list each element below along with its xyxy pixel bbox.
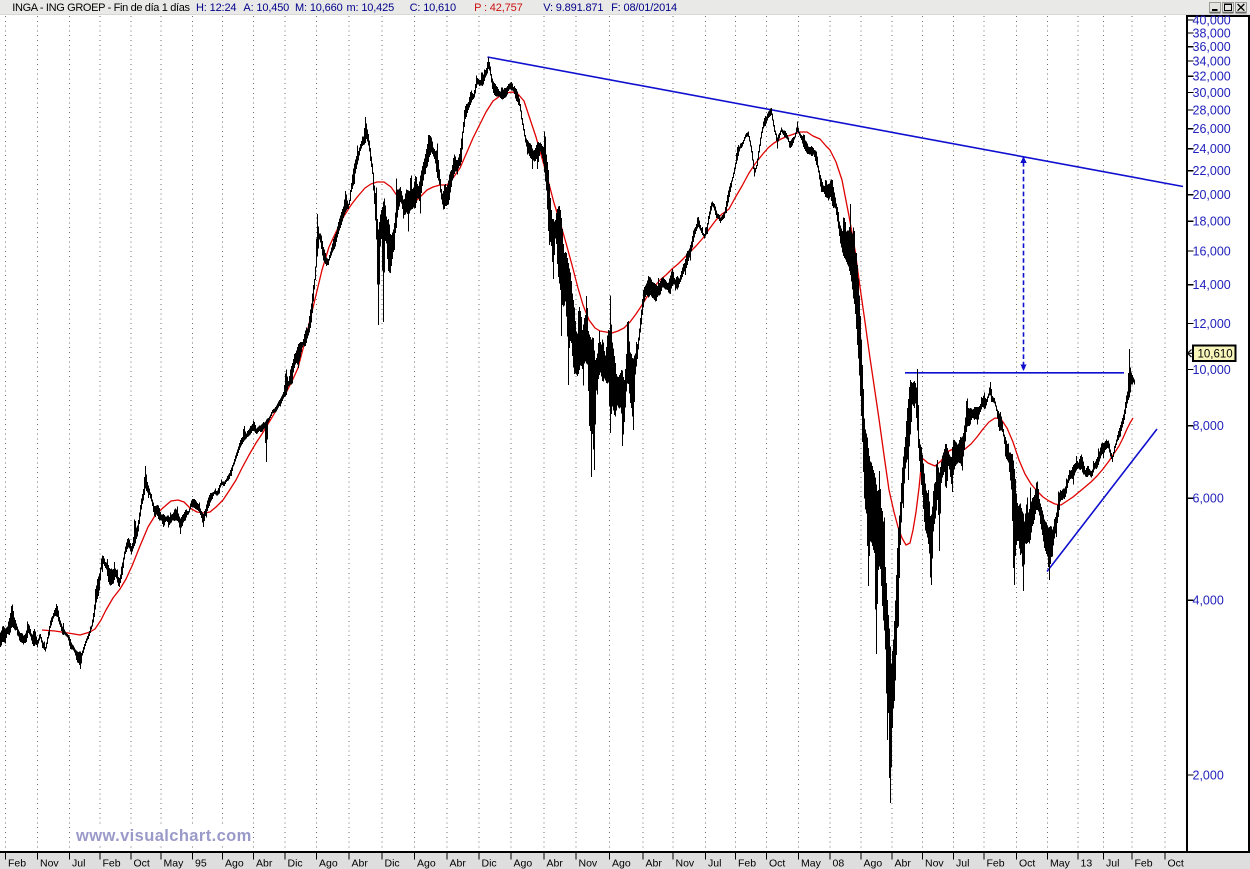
svg-text:Jul: Jul xyxy=(708,858,721,869)
svg-text:Ago: Ago xyxy=(417,858,436,869)
svg-text:Oct: Oct xyxy=(1019,858,1035,869)
svg-text:6,000: 6,000 xyxy=(1193,492,1224,506)
svg-text:18,000: 18,000 xyxy=(1193,215,1231,229)
svg-text:10,610: 10,610 xyxy=(1198,349,1233,361)
svg-text:M: 10,660: M: 10,660 xyxy=(295,2,343,14)
svg-text:Ago: Ago xyxy=(319,858,338,869)
svg-text:14,000: 14,000 xyxy=(1193,278,1231,292)
svg-text:40,000: 40,000 xyxy=(1193,13,1231,27)
svg-text:V: 9.891.871: V: 9.891.871 xyxy=(543,2,603,14)
svg-text:Abr: Abr xyxy=(352,858,369,869)
svg-text:Ago: Ago xyxy=(225,858,244,869)
svg-text:26,000: 26,000 xyxy=(1193,122,1231,136)
svg-text:Nov: Nov xyxy=(925,858,944,869)
svg-text:Abr: Abr xyxy=(256,858,273,869)
svg-text:Oct: Oct xyxy=(769,858,785,869)
svg-text:C: 10,610: C: 10,610 xyxy=(410,2,456,14)
svg-text:16,000: 16,000 xyxy=(1193,244,1231,258)
svg-text:Ago: Ago xyxy=(864,858,883,869)
svg-text:2,000: 2,000 xyxy=(1193,768,1224,782)
svg-text:38,000: 38,000 xyxy=(1193,26,1231,40)
svg-text:Ago: Ago xyxy=(514,858,533,869)
svg-text:Jul: Jul xyxy=(72,858,85,869)
svg-text:P : 42,757: P : 42,757 xyxy=(474,2,522,14)
svg-text:34,000: 34,000 xyxy=(1193,54,1231,68)
svg-text:Ago: Ago xyxy=(612,858,631,869)
svg-text:May: May xyxy=(1050,858,1071,869)
svg-text:Feb: Feb xyxy=(1135,858,1153,869)
svg-text:32,000: 32,000 xyxy=(1193,70,1231,84)
svg-text:08: 08 xyxy=(833,858,845,869)
svg-text:Abr: Abr xyxy=(646,858,663,869)
svg-text:Abr: Abr xyxy=(547,858,564,869)
svg-text:www.visualchart.com: www.visualchart.com xyxy=(75,827,252,845)
svg-text:10,000: 10,000 xyxy=(1193,363,1231,377)
svg-text:Feb: Feb xyxy=(987,858,1005,869)
svg-text:30,000: 30,000 xyxy=(1193,86,1231,100)
svg-text:INGA - ING GROEP - Fin de día: INGA - ING GROEP - Fin de día 1 días xyxy=(12,2,190,14)
svg-text:Nov: Nov xyxy=(676,858,695,869)
svg-text:Dic: Dic xyxy=(482,858,497,869)
svg-text:Nov: Nov xyxy=(40,858,59,869)
svg-text:Dic: Dic xyxy=(288,858,303,869)
svg-text:8,000: 8,000 xyxy=(1193,419,1224,433)
svg-text:36,000: 36,000 xyxy=(1193,40,1231,54)
svg-text:May: May xyxy=(164,858,185,869)
svg-text:Oct: Oct xyxy=(134,858,150,869)
svg-text:Feb: Feb xyxy=(738,858,756,869)
svg-text:Jul: Jul xyxy=(956,858,969,869)
svg-text:Dic: Dic xyxy=(385,858,400,869)
svg-text:4,000: 4,000 xyxy=(1193,594,1224,608)
svg-text:Oct: Oct xyxy=(1168,858,1184,869)
svg-text:Abr: Abr xyxy=(450,858,467,869)
svg-text:12,000: 12,000 xyxy=(1193,317,1231,331)
svg-text:A: 10,450: A: 10,450 xyxy=(243,2,289,14)
svg-text:Jul: Jul xyxy=(1106,858,1119,869)
svg-text:24,000: 24,000 xyxy=(1193,142,1231,156)
svg-text:Nov: Nov xyxy=(579,858,598,869)
svg-text:20,000: 20,000 xyxy=(1193,188,1231,202)
svg-text:Feb: Feb xyxy=(103,858,121,869)
svg-text:m: 10,425: m: 10,425 xyxy=(347,2,395,14)
svg-text:H: 12:24: H: 12:24 xyxy=(196,2,236,14)
svg-text:Feb: Feb xyxy=(8,858,26,869)
svg-text:22,000: 22,000 xyxy=(1193,164,1231,178)
svg-text:95: 95 xyxy=(195,858,207,869)
svg-text:28,000: 28,000 xyxy=(1193,103,1231,117)
svg-text:F: 08/01/2014: F: 08/01/2014 xyxy=(611,2,677,14)
svg-text:May: May xyxy=(801,858,822,869)
svg-text:13: 13 xyxy=(1081,858,1093,869)
svg-text:Abr: Abr xyxy=(895,858,912,869)
